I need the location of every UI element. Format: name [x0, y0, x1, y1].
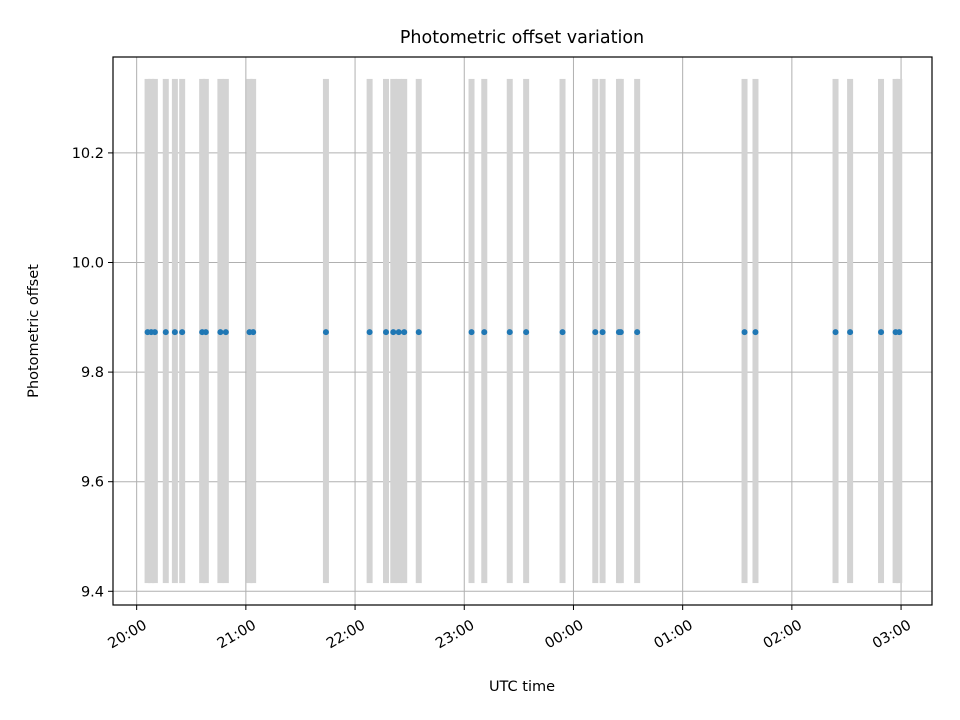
y-axis-ticks: 9.4 9.6 9.8 10.0 10.2 — [72, 146, 113, 600]
data-point — [599, 329, 606, 336]
data-point — [366, 329, 373, 336]
x-axis-label: UTC time — [489, 679, 555, 695]
data-point — [415, 329, 422, 336]
data-point — [481, 329, 488, 336]
y-tick-label: 10.2 — [72, 146, 104, 162]
data-point — [506, 329, 513, 336]
data-point — [390, 329, 397, 336]
data-point — [162, 329, 169, 336]
data-point — [878, 329, 885, 336]
chart-title: Photometric offset variation — [400, 28, 644, 48]
data-point — [151, 329, 158, 336]
data-point — [832, 329, 839, 336]
data-point — [896, 329, 903, 336]
y-axis-label: Photometric offset — [26, 264, 42, 398]
data-point — [523, 329, 530, 336]
plot-area-frame — [112, 56, 933, 606]
data-point — [179, 329, 186, 336]
y-tick-label: 9.6 — [81, 475, 104, 491]
data-point — [634, 329, 641, 336]
data-points — [144, 329, 903, 336]
y-tick-label: 9.4 — [81, 584, 104, 600]
data-point — [217, 329, 224, 336]
data-point — [202, 329, 209, 336]
data-point — [752, 329, 759, 336]
data-point — [222, 329, 229, 336]
data-point — [847, 329, 854, 336]
data-point — [401, 329, 408, 336]
data-point — [171, 329, 178, 336]
data-point — [395, 329, 402, 336]
data-point — [322, 329, 329, 336]
y-tick-label: 9.8 — [81, 365, 104, 381]
data-point — [559, 329, 566, 336]
data-point — [250, 329, 257, 336]
data-point — [468, 329, 475, 336]
data-point — [741, 329, 748, 336]
data-point — [617, 329, 624, 336]
data-point — [383, 329, 389, 336]
y-tick-label: 10.0 — [72, 256, 104, 272]
data-point — [592, 329, 599, 336]
